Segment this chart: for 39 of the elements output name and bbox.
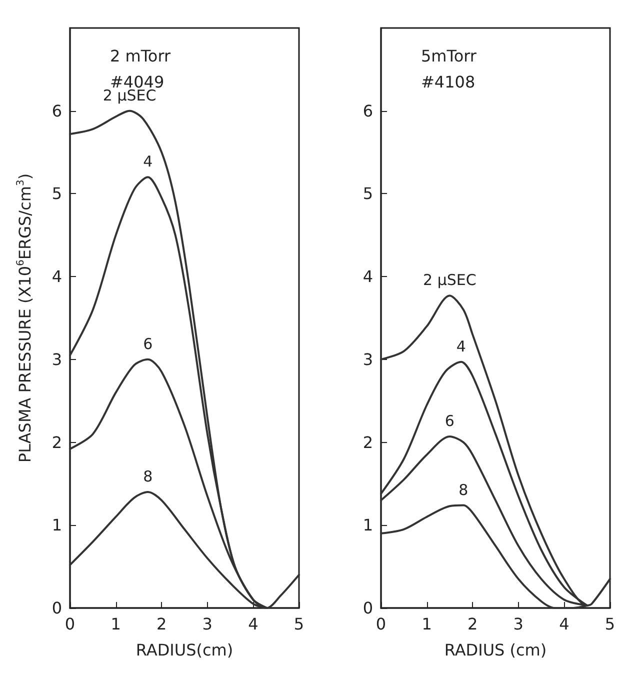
x-tick-label: 3 <box>513 614 524 634</box>
y-tick-label: 6 <box>362 101 373 120</box>
x-tick-label: 5 <box>294 614 304 634</box>
annotation: 2 mTorr <box>110 46 171 66</box>
y-tick-label: 3 <box>52 350 62 369</box>
y-axis-title: PLASMA PRESSURE (X106ERGS/cm3) <box>16 173 34 463</box>
series-label: 4 <box>456 337 466 356</box>
x-tick-label: 4 <box>248 614 258 634</box>
y-tick-label: 0 <box>52 598 62 618</box>
annotation: 5mTorr <box>421 46 477 66</box>
y-tick-label: 0 <box>362 598 373 618</box>
y-tick-label: 5 <box>362 184 373 204</box>
x-axis-title: RADIUS(cm) <box>136 640 234 660</box>
series-label: 6 <box>143 334 153 353</box>
y-tick-label: 5 <box>52 184 62 204</box>
series-label: 4 <box>143 152 153 171</box>
y-tick-label: 1 <box>362 516 373 535</box>
series-label: 8 <box>143 468 153 486</box>
x-tick-label: 2 <box>468 614 478 634</box>
x-tick-label: 5 <box>604 614 616 634</box>
y-tick-label: 6 <box>52 101 62 120</box>
series-label: 6 <box>444 412 454 430</box>
x-tick-label: 3 <box>202 614 212 634</box>
y-tick-label: 1 <box>52 516 62 535</box>
x-tick-label: 4 <box>559 614 570 634</box>
series-label: 2 μSEC <box>423 271 476 290</box>
y-tick-label: 2 <box>52 432 62 452</box>
x-axis-title: RADIUS (cm) <box>444 640 547 660</box>
y-tick-label: 4 <box>362 267 373 286</box>
x-tick-label: 1 <box>110 614 121 634</box>
y-tick-label: 3 <box>362 350 373 369</box>
x-tick-label: 0 <box>64 614 76 634</box>
y-tick-label: 2 <box>362 432 373 452</box>
annotation: #4108 <box>421 72 476 92</box>
y-tick-label: 4 <box>52 267 62 286</box>
x-tick-label: 2 <box>156 614 167 634</box>
x-tick-label: 1 <box>422 614 432 634</box>
x-tick-label: 0 <box>376 614 386 634</box>
series-label: 8 <box>458 480 468 499</box>
